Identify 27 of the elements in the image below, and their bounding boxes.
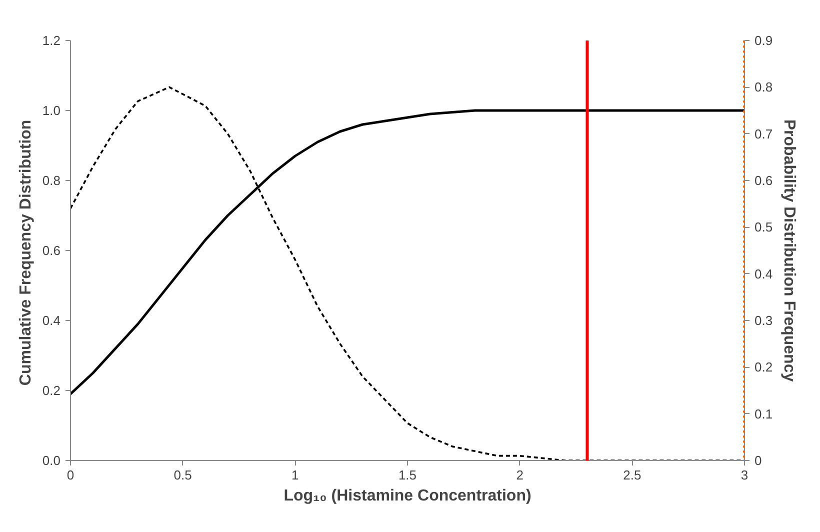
y-axis-title: Cumulative Frequency Distribution: [17, 120, 34, 386]
x-tick-label: 0.5: [174, 468, 192, 482]
y-tick-label: 1.0: [42, 103, 61, 118]
y2-tick-label: 0.5: [754, 220, 773, 235]
y2-tick-label: 0.1: [754, 406, 773, 422]
y2-tick-label: 0.8: [754, 80, 773, 95]
x-axis-title: Log₁₀ (Histamine Concentration): [284, 488, 532, 504]
x-tick-label: 3: [740, 468, 748, 482]
y-tick-label: 0.6: [42, 243, 61, 258]
y-tick-label: 0.2: [42, 383, 61, 398]
y2-tick-label: 0.9: [754, 33, 773, 48]
y2-tick-label: 0: [754, 453, 762, 468]
x-tick-label: 2: [516, 468, 524, 482]
y-tick-label: 0.0: [42, 453, 61, 468]
x-tick-label: 2.5: [623, 468, 642, 482]
x-tick-label: 1: [292, 468, 299, 482]
y2-tick-label: 0.4: [754, 266, 773, 282]
y-tick-label: 1.2: [42, 33, 61, 48]
y2-tick-label: 0.2: [754, 360, 773, 375]
x-tick-label: 1.5: [398, 468, 417, 482]
y-tick-label: 0.4: [42, 313, 61, 328]
y2-tick-label: 0.7: [754, 126, 773, 142]
y2-tick-label: 0.3: [754, 313, 773, 328]
x-tick-label: 0: [66, 468, 74, 482]
y2-axis-title: Probability Distribution Frequency: [780, 119, 798, 382]
y-tick-label: 0.8: [42, 173, 61, 188]
y2-tick-label: 0.6: [754, 173, 773, 188]
